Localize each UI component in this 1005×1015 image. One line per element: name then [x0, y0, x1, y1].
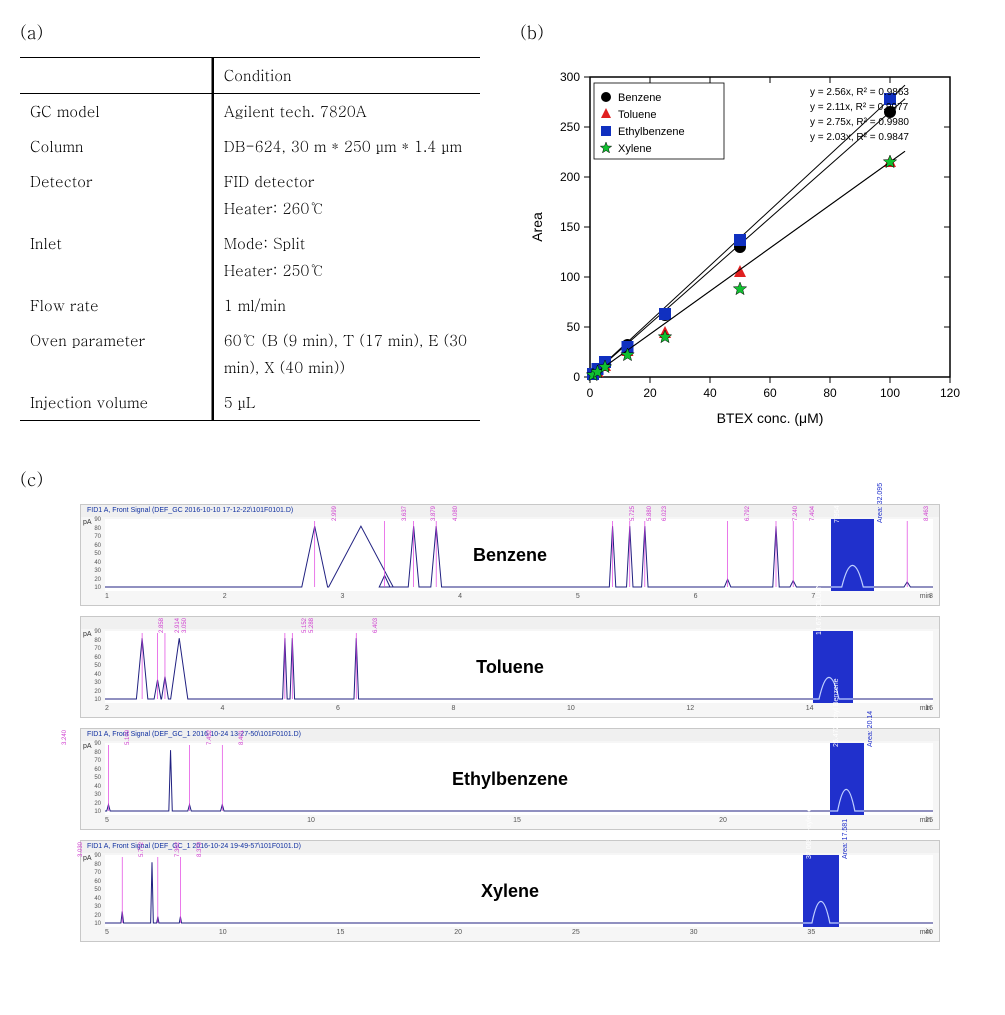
- table-row: Mode: Split Heater: 250℃: [213, 226, 480, 288]
- compound-name: Ethylbenzene: [81, 769, 939, 790]
- panel-c: FID1 A, Front Signal (DEF_GC 2016-10-10 …: [80, 504, 940, 942]
- svg-text:0: 0: [573, 370, 580, 384]
- table-row: GC model: [20, 94, 213, 130]
- svg-text:Toluene: Toluene: [618, 109, 657, 121]
- svg-text:Benzene: Benzene: [618, 92, 661, 104]
- table-row: Column: [20, 129, 213, 164]
- svg-text:20: 20: [643, 386, 657, 400]
- svg-text:BTEX conc. (μM): BTEX conc. (μM): [717, 410, 824, 426]
- label-b: (b): [520, 20, 980, 45]
- svg-text:Xylene: Xylene: [618, 143, 652, 155]
- table-row: DB-624, 30 m * 250 μm * 1.4 μm: [213, 129, 480, 164]
- table-row: 1 ml/min: [213, 288, 480, 323]
- svg-text:0: 0: [587, 386, 594, 400]
- table-row: 5 μL: [213, 385, 480, 421]
- svg-text:y = 2.03x, R² = 0.9847: y = 2.03x, R² = 0.9847: [810, 132, 909, 143]
- svg-text:y = 2.11x, R² = 0.9977: y = 2.11x, R² = 0.9977: [810, 102, 909, 113]
- svg-text:200: 200: [560, 170, 580, 184]
- table-row: Detector: [20, 164, 213, 226]
- svg-text:60: 60: [763, 386, 777, 400]
- svg-text:250: 250: [560, 120, 580, 134]
- chromatogram-strip: pA1020304050607080902.8582.9143.0505.152…: [80, 616, 940, 718]
- svg-text:80: 80: [823, 386, 837, 400]
- svg-text:150: 150: [560, 220, 580, 234]
- svg-text:y = 2.75x, R² = 0.9980: y = 2.75x, R² = 0.9980: [810, 117, 909, 128]
- table-row: Flow rate: [20, 288, 213, 323]
- svg-text:300: 300: [560, 70, 580, 84]
- chromatogram-caption: [81, 617, 939, 629]
- svg-text:Ethylbenzene: Ethylbenzene: [618, 126, 685, 138]
- panel-a: (a) Condition GC modelAgilent tech. 7820…: [20, 20, 480, 437]
- table-hdr-cond: Condition: [213, 58, 480, 94]
- table-hdr-param: [20, 58, 213, 94]
- calibration-chart: 0 20 40 60 80 100 120 0 50 100 150 200 250 300 BTEX co…: [520, 57, 980, 437]
- table-row: Inlet: [20, 226, 213, 288]
- chromatogram-strip: FID1 A, Front Signal (DEF_GC 2016-10-10 …: [80, 504, 940, 606]
- svg-text:Area: Area: [529, 212, 545, 242]
- table-row: Agilent tech. 7820A: [213, 94, 480, 130]
- panel-b: (b) 0 20 40 60 80 100 120 0 50 100 150 200 250 300 BTE…: [520, 20, 980, 437]
- table-row: 60℃ (B (9 min), T (17 min), E (30 min), …: [213, 323, 480, 385]
- compound-name: Xylene: [81, 881, 939, 902]
- compound-name: Toluene: [81, 657, 939, 678]
- chromatogram-strip: FID1 A, Front Signal (DEF_GC_1 2016-10-2…: [80, 840, 940, 942]
- svg-text:40: 40: [703, 386, 717, 400]
- svg-text:50: 50: [567, 320, 581, 334]
- svg-text:100: 100: [880, 386, 900, 400]
- svg-text:100: 100: [560, 270, 580, 284]
- compound-name: Benzene: [81, 545, 939, 566]
- table-row: Oven parameter: [20, 323, 213, 385]
- table-row: Injection volume: [20, 385, 213, 421]
- svg-text:120: 120: [940, 386, 960, 400]
- table-row: FID detector Heater: 260℃: [213, 164, 480, 226]
- label-a: (a): [20, 20, 480, 45]
- svg-text:y = 2.56x, R² = 0.9863: y = 2.56x, R² = 0.9863: [810, 87, 909, 98]
- gc-conditions-table: Condition GC modelAgilent tech. 7820ACol…: [20, 57, 480, 421]
